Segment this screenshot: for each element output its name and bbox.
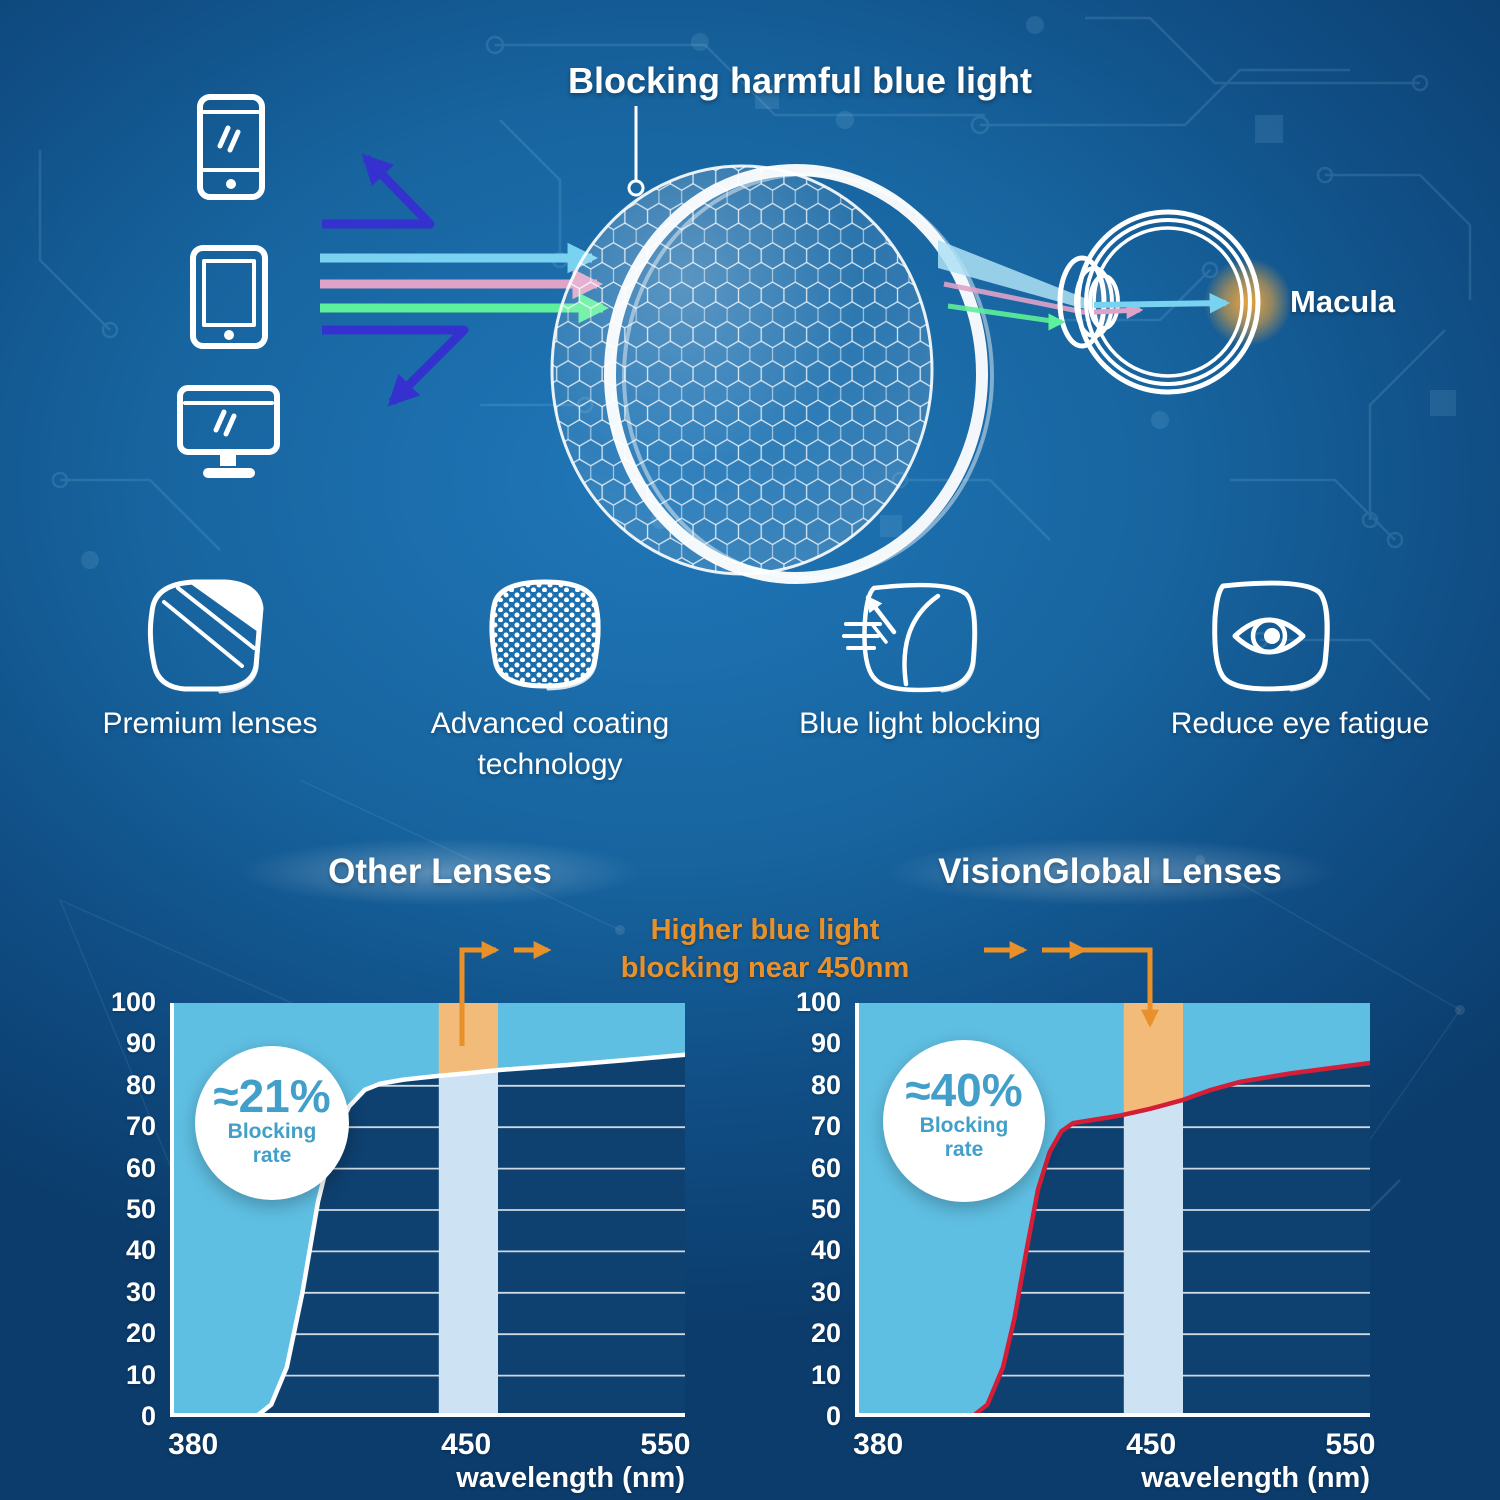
blocking-rate-label: Blocking [227,1120,317,1144]
honeycomb-pattern [552,166,932,574]
honeycomb-lens-graphic [550,164,994,584]
annotation-line-1: Higher blue light [650,914,880,946]
x-axis-unit-label: wavelength (nm) [1141,1462,1370,1494]
x-axis-unit-label: wavelength (nm) [456,1462,685,1494]
transmission-area-plot [170,1003,685,1417]
diagram-title: Blocking harmful blue light [567,60,1032,101]
y-tick-label: 90 [125,1028,156,1059]
blocking-rate-value: ≈40% [905,1064,1023,1116]
reflected-ray-up-arrow [322,153,435,229]
y-tick-label: 0 [140,1401,156,1431]
coating-technology-icon [489,579,601,691]
y-tick-label: 70 [810,1111,841,1142]
feature-label-advanced-coating: Advanced coating technology [430,707,670,781]
smartphone-icon [197,94,265,200]
transmitted-beams [938,240,1092,324]
y-tick-label: 20 [810,1318,841,1349]
blocking-rate-value: ≈21% [213,1070,331,1122]
y-tick-label: 60 [810,1152,841,1183]
x-axis-tick-labels: 380 450 550 [785,1428,1445,1470]
y-tick-label: 80 [810,1069,841,1100]
y-tick-label: 40 [810,1235,841,1266]
y-tick-label: 100 [110,987,156,1017]
macula-label: Macula [1290,284,1396,319]
title-leader-line [627,106,645,197]
x-axis-tick-labels: 380 450 550 [100,1428,760,1470]
y-tick-label: 30 [810,1276,841,1307]
y-tick-label: 50 [810,1194,841,1224]
x-tick-label: 380 [168,1428,219,1461]
y-tick-label: 50 [125,1194,156,1224]
annotation-line-2: blocking near 450nm [620,951,910,984]
feature-label-reduce-eye-fatigue: Reduce eye fatigue [1170,707,1430,740]
monitor-icon [177,385,280,478]
chart-other-lenses: 0 10 20 30 40 50 60 70 80 90 100 380 450 550 ≈21% Bl… [100,987,760,1500]
y-tick-label: 100 [795,987,841,1017]
reduce-eye-fatigue-icon [1212,580,1330,692]
y-tick-label: 60 [125,1152,156,1183]
blue-light-blocking-icon [842,582,978,693]
x-tick-label: 550 [1325,1428,1376,1461]
y-tick-label: 80 [125,1069,156,1100]
chart-title-other-lenses: Other Lenses [236,838,644,906]
feature-label-premium-lenses: Premium lenses [102,707,318,740]
feature-label-blue-light-blocking: Blue light blocking [799,707,1041,740]
y-tick-label: 40 [125,1235,156,1266]
blocking-rate-badge: ≈40% Blocking rate [883,1040,1045,1202]
reflected-ray-down-arrow [322,325,469,407]
eye-glyph [1232,617,1306,655]
x-tick-label: 450 [441,1428,492,1461]
x-tick-label: 450 [1126,1428,1177,1461]
blocking-rate-label: Blocking [919,1114,1009,1138]
blue-light-diagram [177,94,1292,584]
x-tick-label: 380 [853,1428,904,1461]
y-tick-label: 10 [810,1359,841,1390]
y-tick-label: 90 [810,1028,841,1059]
chart-title-visionglobal-lenses: VisionGlobal Lenses [882,838,1338,906]
y-tick-label: 30 [125,1276,156,1307]
y-tick-label: 10 [125,1359,156,1390]
y-tick-label: 20 [125,1318,156,1349]
annotation-higher-blocking: Higher blue light blocking near 450nm [545,912,985,987]
premium-lens-icon [147,579,264,694]
chart-visionglobal-lenses: 0 10 20 30 40 50 60 70 80 90 100 380 450 550 ≈40% Bl… [785,987,1445,1500]
y-axis-tick-labels: 0 10 20 30 40 50 60 70 80 90 100 [100,987,156,1431]
blocking-rate-badge: ≈21% Blocking rate [195,1046,349,1200]
y-tick-label: 70 [125,1111,156,1142]
rays-inside-eye [1048,293,1231,331]
circuit-traces [38,16,1472,1379]
y-axis-tick-labels: 0 10 20 30 40 50 60 70 80 90 100 [785,987,841,1431]
x-tick-label: 550 [640,1428,691,1461]
y-tick-label: 0 [825,1401,841,1431]
tablet-icon [190,245,268,349]
